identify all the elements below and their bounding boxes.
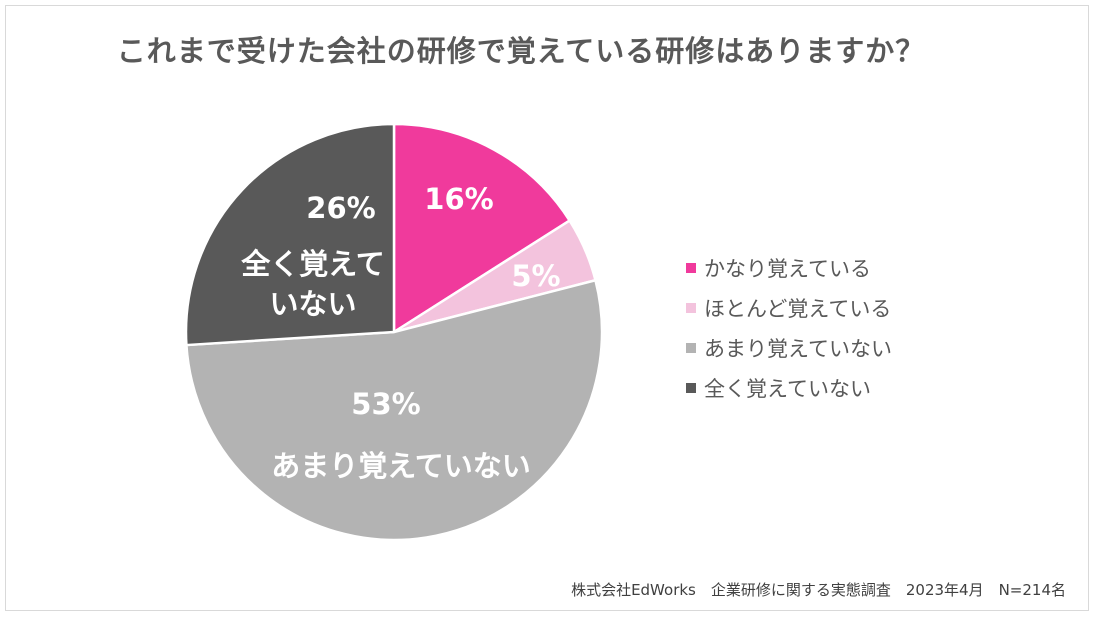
slice-value-label-1: 5%	[511, 259, 560, 293]
chart-title: これまで受けた会社の研修で覚えている研修はありますか？	[116, 34, 926, 68]
legend-label-0: かなり覚えている	[704, 257, 871, 281]
pie-slice-2	[185, 279, 604, 542]
legend-label-1: ほとんど覚えている	[704, 297, 892, 321]
legend-label-2: あまり覚えていない	[704, 337, 892, 361]
legend-item-2: あまり覚えていない	[686, 328, 892, 368]
chart-frame: これまで受けた会社の研修で覚えている研修はありますか？ 16% 5% 53% あまり覚…	[5, 5, 1089, 611]
slice-value-label-0: 16%	[424, 182, 493, 216]
legend: かなり覚えている ほとんど覚えている あまり覚えていない 全く覚えていない	[686, 248, 892, 408]
pie-slice-3	[184, 122, 396, 347]
legend-swatch-1	[686, 303, 696, 313]
slice-category-label-2: あまり覚えていない	[271, 449, 531, 483]
slice-value-label-3: 26%	[306, 191, 375, 225]
pie-chart: 16% 5% 53% あまり覚えていない 26% 全く覚えていない	[184, 122, 604, 542]
legend-swatch-2	[686, 343, 696, 353]
legend-swatch-3	[686, 383, 696, 393]
slice-value-label-2: 53%	[351, 387, 420, 421]
legend-item-3: 全く覚えていない	[686, 368, 892, 408]
legend-item-1: ほとんど覚えている	[686, 288, 892, 328]
source-note: 株式会社EdWorks 企業研修に関する実態調査 2023年4月 N=214名	[571, 581, 1066, 599]
legend-swatch-0	[686, 263, 696, 273]
pie-slice-0	[392, 122, 571, 334]
slice-category-label-3: 全く覚えていない	[240, 247, 385, 321]
legend-item-0: かなり覚えている	[686, 248, 892, 288]
legend-label-3: 全く覚えていない	[704, 377, 871, 401]
